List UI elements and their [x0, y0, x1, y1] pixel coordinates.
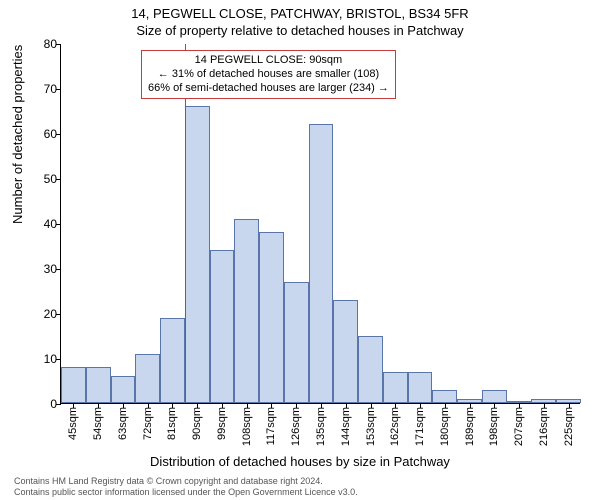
chart-subtitle: Size of property relative to detached ho… — [0, 21, 600, 38]
x-tick-mark — [321, 403, 322, 408]
x-tick-mark — [544, 403, 545, 408]
x-tick-mark — [123, 403, 124, 408]
x-tick-mark — [296, 403, 297, 408]
x-tick-label: 189sqm — [464, 403, 476, 446]
x-tick-mark — [395, 403, 396, 408]
x-tick-mark — [420, 403, 421, 408]
x-tick-mark — [470, 403, 471, 408]
histogram-bar — [160, 318, 185, 404]
x-axis-label: Distribution of detached houses by size … — [0, 454, 600, 469]
histogram-bar — [432, 390, 457, 404]
plot-inner: 0102030405060708045sqm54sqm63sqm72sqm81s… — [60, 44, 580, 404]
histogram-bar — [86, 367, 111, 403]
x-tick-label: 153sqm — [365, 403, 377, 446]
x-tick-mark — [148, 403, 149, 408]
y-tick-mark — [56, 224, 61, 225]
chart-title-address: 14, PEGWELL CLOSE, PATCHWAY, BRISTOL, BS… — [0, 0, 600, 21]
x-tick-label: 162sqm — [389, 403, 401, 446]
x-tick-mark — [98, 403, 99, 408]
x-tick-label: 72sqm — [142, 403, 154, 440]
x-tick-label: 225sqm — [563, 403, 575, 446]
x-tick-label: 171sqm — [414, 403, 426, 446]
x-tick-mark — [271, 403, 272, 408]
y-tick-mark — [56, 179, 61, 180]
histogram-bar — [482, 390, 507, 404]
histogram-bar — [135, 354, 160, 404]
y-tick-label: 0 — [29, 397, 57, 411]
x-tick-label: 63sqm — [117, 403, 129, 440]
histogram-bar — [408, 372, 433, 404]
x-tick-label: 216sqm — [538, 403, 550, 446]
x-tick-mark — [346, 403, 347, 408]
x-tick-label: 108sqm — [241, 403, 253, 446]
x-tick-mark — [197, 403, 198, 408]
x-tick-mark — [371, 403, 372, 408]
x-tick-label: 117sqm — [265, 403, 277, 445]
y-tick-mark — [56, 44, 61, 45]
histogram-bar — [284, 282, 309, 404]
histogram-bar — [383, 372, 408, 404]
histogram-bar — [234, 219, 259, 404]
x-tick-mark — [247, 403, 248, 408]
y-tick-label: 20 — [29, 307, 57, 321]
y-tick-mark — [56, 404, 61, 405]
histogram-bar — [259, 232, 284, 403]
histogram-bar — [333, 300, 358, 404]
x-tick-mark — [73, 403, 74, 408]
histogram-bar — [61, 367, 86, 403]
x-tick-label: 45sqm — [67, 403, 79, 440]
chart-container: 14, PEGWELL CLOSE, PATCHWAY, BRISTOL, BS… — [0, 0, 600, 500]
y-tick-mark — [56, 314, 61, 315]
x-tick-label: 81sqm — [166, 403, 178, 440]
x-tick-label: 207sqm — [513, 403, 525, 446]
histogram-bar — [358, 336, 383, 404]
y-tick-label: 30 — [29, 262, 57, 276]
histogram-bar — [210, 250, 235, 403]
x-tick-label: 54sqm — [92, 403, 104, 440]
x-tick-mark — [519, 403, 520, 408]
x-tick-mark — [569, 403, 570, 408]
y-tick-label: 50 — [29, 172, 57, 186]
y-tick-mark — [56, 134, 61, 135]
x-tick-label: 198sqm — [488, 403, 500, 446]
y-tick-label: 40 — [29, 217, 57, 231]
x-tick-label: 180sqm — [439, 403, 451, 446]
annotation-line1: 14 PEGWELL CLOSE: 90sqm — [148, 54, 389, 68]
x-tick-label: 126sqm — [290, 403, 302, 446]
x-tick-label: 99sqm — [216, 403, 228, 440]
y-tick-mark — [56, 269, 61, 270]
x-tick-label: 144sqm — [340, 403, 352, 446]
histogram-bar — [309, 124, 334, 403]
y-tick-label: 80 — [29, 37, 57, 51]
annotation-box: 14 PEGWELL CLOSE: 90sqm← 31% of detached… — [141, 50, 396, 99]
x-tick-mark — [494, 403, 495, 408]
x-tick-label: 90sqm — [191, 403, 203, 440]
annotation-line2: ← 31% of detached houses are smaller (10… — [148, 68, 389, 82]
y-tick-label: 60 — [29, 127, 57, 141]
annotation-line3: 66% of semi-detached houses are larger (… — [148, 82, 389, 96]
x-tick-mark — [445, 403, 446, 408]
footer-attribution: Contains HM Land Registry data © Crown c… — [14, 476, 358, 498]
histogram-bar — [111, 376, 136, 403]
x-tick-mark — [172, 403, 173, 408]
x-tick-label: 135sqm — [315, 403, 327, 446]
plot-area: 0102030405060708045sqm54sqm63sqm72sqm81s… — [60, 44, 580, 404]
histogram-bar — [185, 106, 210, 403]
y-tick-mark — [56, 89, 61, 90]
y-tick-mark — [56, 359, 61, 360]
footer-line2: Contains public sector information licen… — [14, 487, 358, 498]
y-axis-label: Number of detached properties — [10, 45, 25, 224]
y-tick-label: 10 — [29, 352, 57, 366]
footer-line1: Contains HM Land Registry data © Crown c… — [14, 476, 358, 487]
y-tick-label: 70 — [29, 82, 57, 96]
x-tick-mark — [222, 403, 223, 408]
